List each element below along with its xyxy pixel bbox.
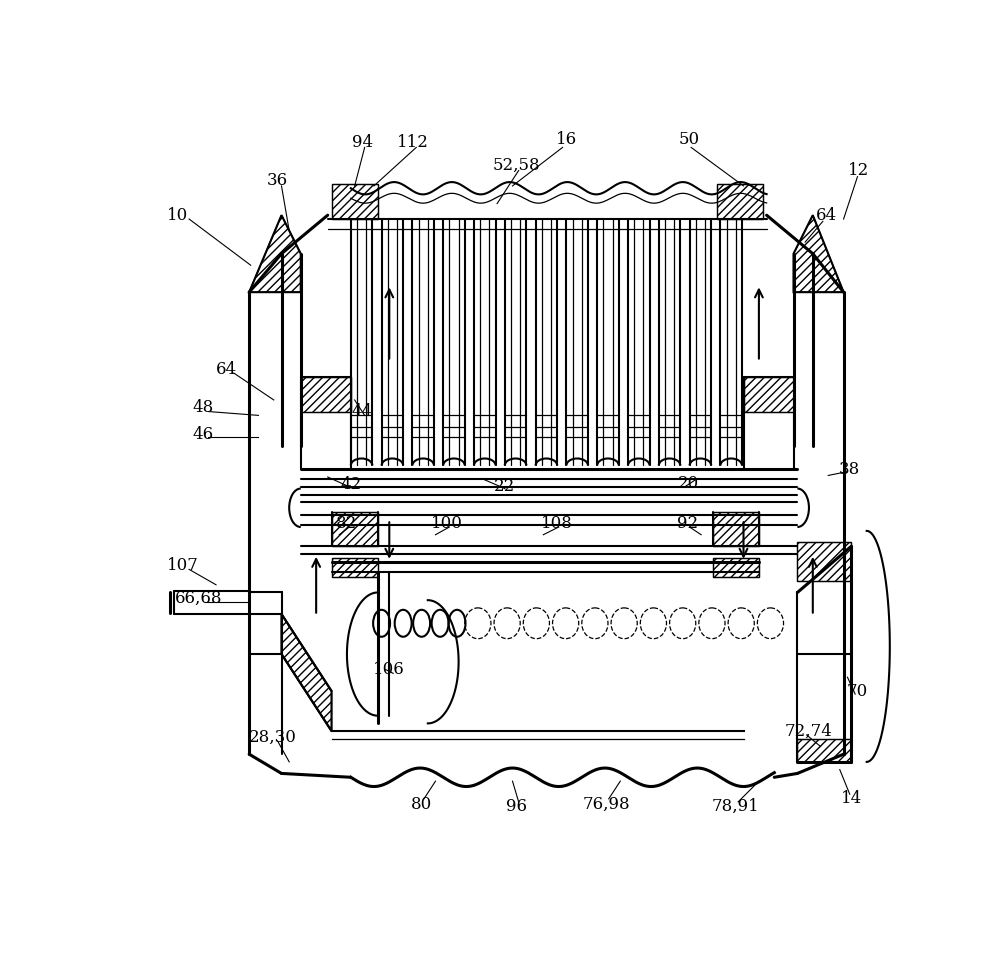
Text: 20: 20 [677, 475, 699, 492]
Text: 10: 10 [167, 207, 188, 223]
Text: 66,68: 66,68 [175, 590, 222, 607]
Text: 92: 92 [677, 515, 699, 531]
Bar [744, 377, 794, 411]
Text: 72,74: 72,74 [785, 722, 833, 739]
Text: 46: 46 [192, 426, 214, 443]
Bar [713, 512, 759, 547]
Bar [797, 738, 851, 761]
Bar [332, 184, 378, 219]
Text: 80: 80 [411, 796, 432, 812]
Bar [332, 512, 378, 547]
Text: 12: 12 [848, 162, 870, 179]
Bar [301, 377, 351, 411]
Polygon shape [249, 215, 301, 292]
Text: 48: 48 [192, 399, 214, 416]
Text: 44: 44 [352, 403, 373, 420]
Text: 107: 107 [167, 557, 199, 574]
Bar [713, 512, 759, 547]
Bar [717, 184, 763, 219]
Text: 50: 50 [679, 131, 700, 149]
Text: 108: 108 [541, 515, 573, 531]
Bar [713, 558, 759, 577]
Text: 38: 38 [839, 460, 860, 478]
Bar [797, 543, 851, 581]
Text: 94: 94 [352, 133, 373, 151]
Text: 78,91: 78,91 [712, 798, 760, 815]
Text: 100: 100 [431, 515, 463, 531]
Text: 28,30: 28,30 [248, 729, 296, 746]
Text: 112: 112 [396, 133, 428, 151]
Text: 106: 106 [373, 661, 405, 678]
Bar [332, 184, 378, 219]
Text: 22: 22 [494, 478, 515, 495]
Bar [717, 184, 763, 219]
Text: 42: 42 [340, 477, 361, 493]
Bar [713, 558, 759, 577]
Text: 64: 64 [816, 207, 837, 223]
Bar [332, 558, 378, 577]
Text: 52,58: 52,58 [493, 156, 540, 174]
Text: 96: 96 [506, 798, 527, 815]
Bar [332, 512, 378, 547]
Bar [797, 543, 851, 581]
Text: 16: 16 [556, 131, 577, 149]
Bar [332, 558, 378, 577]
Text: 36: 36 [267, 172, 288, 189]
Bar [797, 738, 851, 761]
Bar [744, 377, 794, 411]
Text: 14: 14 [841, 790, 862, 807]
Bar [301, 377, 351, 411]
Polygon shape [282, 614, 332, 731]
Polygon shape [794, 215, 844, 292]
Text: 64: 64 [215, 361, 237, 378]
Text: 70: 70 [847, 683, 868, 699]
Text: 76,98: 76,98 [583, 796, 630, 812]
Text: 82: 82 [336, 515, 358, 531]
